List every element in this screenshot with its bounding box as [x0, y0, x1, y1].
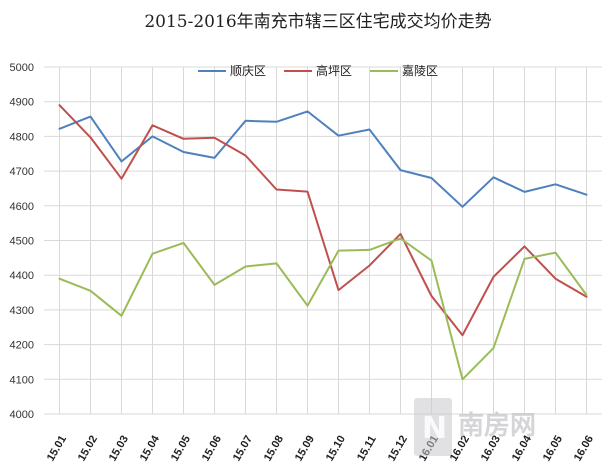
- x-tick-label: 15.07: [231, 434, 255, 464]
- x-tick-label: 15.09: [293, 434, 317, 464]
- x-tick-label: 15.05: [169, 434, 193, 464]
- y-axis-ticks: 4000 4100 4200 4300 4400 4500 4600 4700 4800 4900…: [10, 62, 34, 421]
- x-tick-label: 15.11: [355, 434, 379, 463]
- grid: [44, 66, 602, 415]
- watermark: N 南房网: [414, 398, 536, 456]
- y-tick-label: 4700: [10, 166, 34, 178]
- legend-label: 顺庆区: [230, 64, 266, 78]
- y-tick-label: 4300: [10, 305, 34, 317]
- y-tick-label: 4600: [10, 201, 34, 213]
- y-tick-label: 4400: [10, 270, 34, 282]
- series-lines: [58, 104, 588, 381]
- y-tick-label: 4200: [10, 340, 34, 352]
- y-tick-label: 4100: [10, 374, 34, 386]
- x-tick-label: 16.05: [541, 434, 565, 464]
- x-tick-label: 15.08: [262, 434, 286, 464]
- legend-label: 嘉陵区: [402, 64, 438, 78]
- y-tick-label: 4500: [10, 236, 34, 248]
- watermark-logo-letter-icon: N: [422, 411, 447, 446]
- x-tick-label: 15.04: [138, 433, 163, 464]
- x-tick-label: 15.01: [45, 434, 69, 464]
- x-tick-label: 16.06: [572, 434, 596, 464]
- legend: 顺庆区 高坪区 嘉陵区: [198, 63, 438, 78]
- y-tick-label: 4900: [10, 97, 34, 109]
- y-tick-label: 4000: [10, 409, 34, 421]
- series-line-1: [58, 104, 588, 337]
- x-tick-label: 15.02: [76, 434, 100, 464]
- legend-label: 高坪区: [316, 63, 352, 78]
- x-tick-label: 15.06: [200, 434, 224, 464]
- x-tick-label: 15.03: [107, 434, 131, 464]
- x-tick-label: 15.10: [324, 434, 348, 464]
- series-line-0: [58, 110, 588, 208]
- watermark-logo-icon: [414, 398, 452, 456]
- chart-title: 2015-2016年南充市辖三区住宅成交均价走势: [144, 12, 491, 32]
- y-tick-label: 5000: [10, 62, 34, 74]
- y-tick-label: 4800: [10, 131, 34, 143]
- watermark-text: 南房网: [458, 411, 536, 441]
- x-tick-label: 15.12: [386, 434, 410, 464]
- series-line-2: [58, 237, 588, 381]
